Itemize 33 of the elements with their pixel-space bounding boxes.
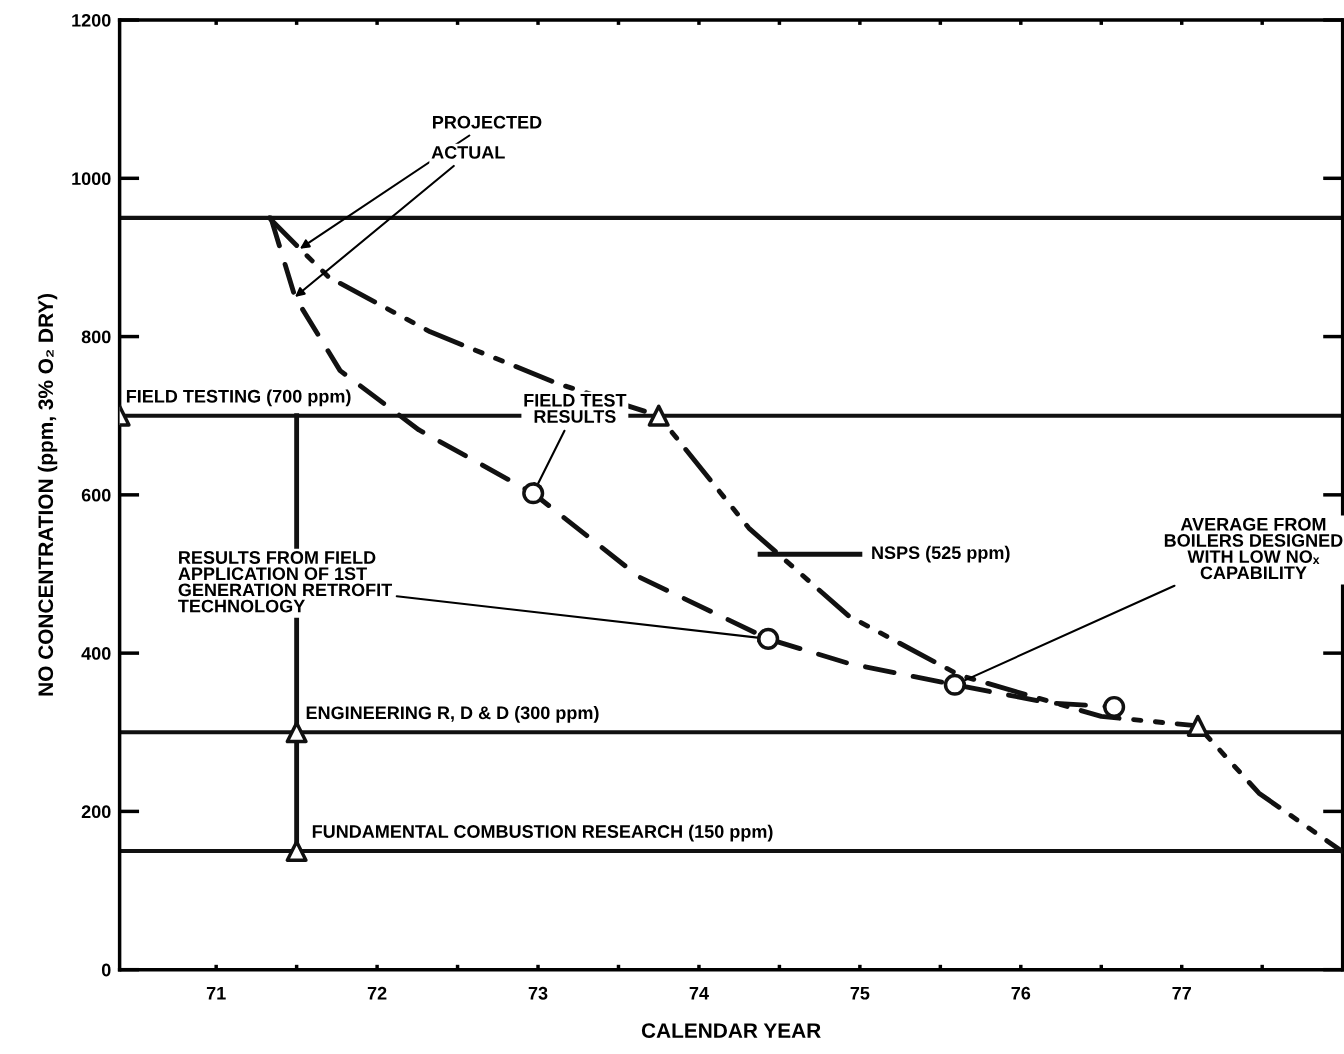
y-tick-label: 1000: [72, 172, 111, 186]
y-axis-title: NO CONCENTRATION (ppm, 3% O₂ DRY): [37, 293, 58, 696]
point: [522, 482, 545, 505]
annotation: ACTUAL: [431, 146, 505, 159]
annotation: FIELD TEST RESULTS: [524, 393, 627, 423]
x-tick-label: 74: [689, 987, 709, 1000]
y-tick-label: 0: [101, 963, 111, 977]
y-tick-label: 800: [81, 330, 111, 344]
ref-line-label: FIELD TESTING (700 ppm): [126, 389, 351, 407]
point: [285, 721, 308, 744]
point: [647, 404, 670, 427]
annotation: NSPS (525 ppm): [872, 545, 1010, 563]
x-axis-title: CALENDAR YEAR: [641, 1023, 821, 1038]
annotation: AVERAGE FROM BOILERS DESIGNED WITH LOW NOₓ CAPABILITY: [1164, 517, 1343, 580]
point: [1186, 714, 1209, 737]
y-tick-label: 600: [81, 488, 111, 502]
x-tick-label: 72: [367, 986, 387, 1000]
y-tick-label: 400: [81, 647, 111, 660]
annotation: RESULTS FROM FIELD APPLICATION OF 1ST GENERATION RETROFIT TECHNOLOGY: [178, 551, 393, 613]
y-tick-label: 200: [81, 805, 111, 819]
y-tick-label: 1200: [72, 13, 111, 27]
x-tick-label: 73: [528, 986, 548, 1000]
point: [1103, 695, 1126, 718]
ref-line-label: FUNDAMENTAL COMBUSTION RESEARCH (150 ppm): [312, 824, 773, 842]
x-tick-label: 76: [1011, 986, 1031, 1000]
annotation: PROJECTED: [433, 115, 542, 129]
x-tick-label: 77: [1172, 987, 1191, 1000]
point: [285, 839, 308, 863]
point: [943, 673, 966, 696]
point: [757, 627, 780, 650]
x-tick-label: 75: [850, 987, 870, 1000]
x-tick-label: 71: [206, 987, 226, 1000]
ref-line-label: ENGINEERING R, D & D (300 ppm): [306, 705, 599, 723]
